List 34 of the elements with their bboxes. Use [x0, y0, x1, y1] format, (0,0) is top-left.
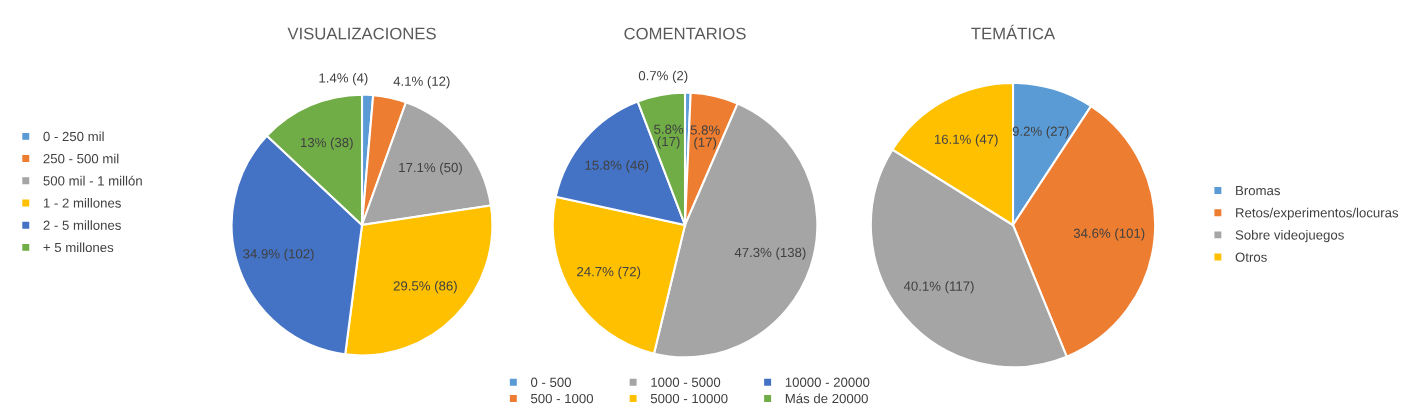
data-label: 17.1% (50) — [399, 162, 462, 175]
legend-label: 10000 - 20000 — [785, 377, 870, 387]
legend-label: 2 - 5 millones — [43, 220, 121, 230]
chart-title: VISUALIZACIONES — [287, 27, 436, 40]
chart-title: TEMÁTICA — [971, 24, 1056, 40]
legend-label: 500 - 1000 — [530, 393, 594, 404]
legend-label: 250 - 500 mil — [43, 153, 119, 164]
legend-label: + 5 millones — [43, 242, 114, 253]
data-label: 1.4% (4) — [319, 72, 368, 86]
data-label: 0.7% (2) — [638, 70, 688, 83]
legend-label: 0 - 250 mil — [43, 131, 104, 142]
chart-title: COMENTARIOS — [624, 27, 746, 40]
data-label: 4.1% (12) — [393, 76, 450, 89]
data-label: 15.8% (46) — [585, 160, 649, 173]
legend-label: Más de 20000 — [785, 393, 868, 404]
data-label: 13% (38) — [300, 137, 353, 150]
legend-label: 1 - 2 millones — [43, 198, 121, 208]
data-label: 34.9% (102) — [243, 248, 314, 262]
data-label: 24.7% (72) — [577, 266, 641, 279]
legend-label: 500 mil - 1 millón — [43, 175, 142, 186]
data-label: 5.8% (17) — [690, 125, 720, 150]
data-label: 5.8% (17) — [654, 124, 684, 149]
legend-label: 1000 - 5000 — [651, 377, 721, 387]
legend-label: Bromas — [1236, 186, 1280, 196]
legend-label: Otros — [1235, 252, 1267, 262]
legend-label: Sobre videojuegos — [1235, 229, 1344, 243]
data-label: 29.5% (86) — [393, 280, 457, 294]
data-label: 16.1% (47) — [934, 134, 998, 147]
legend-label: 5000 - 10000 — [650, 393, 728, 404]
legend-label: 0 - 500 — [530, 377, 572, 387]
data-label: 40.1% (117) — [903, 281, 974, 294]
data-label: 47.3% (138) — [734, 247, 806, 260]
data-label: 34.6% (101) — [1073, 228, 1145, 241]
legend-label: Retos/experimentos/locuras — [1236, 207, 1399, 221]
